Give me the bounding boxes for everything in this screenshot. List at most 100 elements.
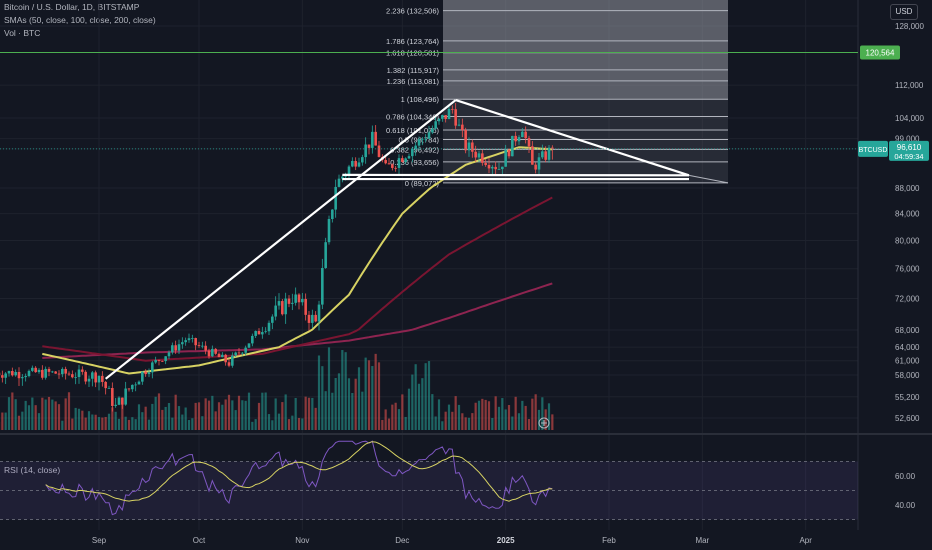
volume-bar (201, 416, 204, 430)
volume-bar (391, 404, 394, 430)
volume-bar (294, 398, 297, 430)
volume-bar (154, 396, 157, 430)
volume-bar (97, 417, 101, 430)
volume-bar (374, 353, 377, 430)
candle-body (391, 164, 394, 168)
volume-bar (234, 410, 237, 430)
volume-bar (501, 398, 504, 430)
volume-bar (524, 405, 527, 430)
volume-bar (274, 398, 277, 430)
candle-body (101, 375, 104, 382)
volume-bar (257, 402, 261, 430)
volume-bar (461, 413, 464, 430)
candle-body (367, 144, 371, 148)
candle-body (551, 147, 554, 149)
candle-body (161, 360, 164, 362)
candle-body (327, 219, 331, 243)
volume-bar (217, 402, 221, 430)
volume-bar (54, 401, 57, 430)
volume-bar (184, 407, 187, 430)
volume-bar (221, 404, 224, 430)
volume-bar (444, 411, 447, 430)
volume-bar (361, 391, 364, 430)
volume-bar (277, 413, 281, 430)
volume-bar (547, 403, 551, 430)
candle-body (127, 388, 131, 390)
volume-bar (137, 404, 141, 430)
price-tick-label: 76,000 (895, 265, 920, 274)
candle-body (227, 362, 231, 366)
candle-body (321, 267, 324, 305)
candle-body (37, 369, 41, 373)
candle-body (261, 332, 264, 335)
candle-body (274, 305, 277, 317)
price-tick-label: 61,000 (895, 357, 920, 366)
candle-body (504, 149, 507, 167)
candle-body (407, 156, 411, 159)
time-tick-label: Apr (799, 536, 812, 545)
fib-level-label: 1.786 (123,764) (386, 37, 439, 46)
volume-bar (544, 409, 547, 430)
candle-body (174, 345, 177, 351)
volume-bar (247, 392, 251, 430)
candle-body (541, 151, 544, 158)
volume-bar (534, 394, 537, 430)
fib-zone (443, 69, 728, 81)
resistance-tag-label: 120,564 (866, 49, 895, 58)
volume-bars (0, 347, 554, 430)
fib-level-label: 1 (108,496) (401, 95, 440, 104)
candle-body (94, 372, 97, 383)
volume-bar (347, 378, 351, 430)
volume-bar (64, 398, 67, 430)
volume-bar (331, 392, 334, 430)
volume-bar (264, 392, 267, 430)
fib-zone (443, 139, 728, 150)
volume-bar (407, 388, 411, 430)
time-tick-label: Mar (695, 536, 709, 545)
candle-body (34, 367, 37, 373)
volume-bar (107, 413, 111, 430)
candle-body (351, 160, 354, 167)
candle-body (411, 149, 414, 157)
candle-body (401, 158, 404, 162)
volume-bar (354, 378, 357, 430)
fib-zone (443, 52, 728, 70)
volume-bar (494, 396, 497, 430)
volume-bar (144, 406, 147, 430)
volume-bar (211, 395, 214, 430)
volume-bar (14, 399, 17, 430)
volume-bar (254, 419, 257, 430)
candle-body (471, 142, 474, 152)
candle-body (151, 362, 154, 373)
candle-body (291, 302, 294, 304)
volume-bar (164, 406, 167, 430)
candle-body (271, 316, 274, 323)
candle-body (304, 298, 307, 315)
volume-bar (454, 396, 457, 430)
price-tick-label: 88,000 (895, 184, 920, 193)
candle-body (451, 108, 454, 110)
volume-bar (434, 416, 437, 430)
volume-bar (4, 412, 7, 430)
time-tick-label: Nov (295, 536, 309, 545)
volume-bar (314, 407, 317, 430)
symbol-tag-label: BTCUSD (859, 147, 888, 154)
candle-body (217, 353, 221, 358)
volume-bar (167, 403, 171, 430)
candle-body (331, 209, 334, 220)
candle-body (454, 109, 457, 126)
volume-bar (7, 397, 11, 430)
candle-body (281, 301, 284, 315)
fib-zone (443, 80, 728, 100)
volume-bar (417, 383, 421, 430)
candle-body (527, 138, 531, 147)
volume-bar (51, 399, 54, 430)
fib-zone (443, 161, 728, 183)
currency-button[interactable]: USD (890, 4, 918, 20)
candle-body (237, 352, 241, 354)
candle-body (31, 367, 34, 371)
volume-bar (441, 421, 444, 430)
candle-body (107, 388, 111, 389)
